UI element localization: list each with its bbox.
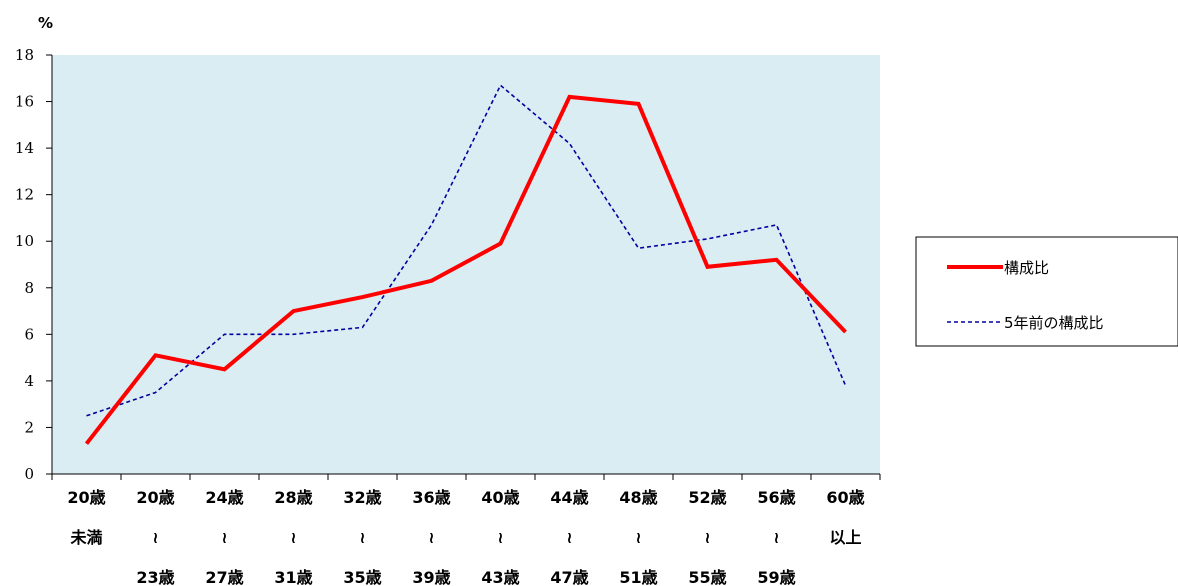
- x-tick-label: 27歳: [205, 568, 243, 586]
- x-tick-label: 40歳: [481, 488, 519, 507]
- x-tick-label: 48歳: [619, 488, 657, 507]
- x-tick-label: 44歳: [550, 488, 588, 507]
- series-line-0: [84, 94, 847, 445]
- legend-label-1: 5年前の構成比: [1004, 314, 1104, 332]
- y-axis-label: %: [38, 14, 53, 32]
- x-tick-label: 51歳: [619, 568, 657, 586]
- x-tick-label: ≀: [498, 528, 504, 547]
- x-tick-label: ≀: [636, 528, 642, 547]
- x-tick-label: ≀: [774, 528, 780, 547]
- x-tick-label: 35歳: [343, 568, 381, 586]
- plot-area: [52, 55, 880, 474]
- x-tick-label: 47歳: [550, 568, 588, 586]
- x-tick-label: 43歳: [481, 568, 519, 586]
- legend-label-0: 構成比: [1004, 259, 1049, 277]
- legend: 構成比 5年前の構成比: [915, 236, 1178, 347]
- x-tick-label: ≀: [705, 528, 711, 547]
- x-tick-label: 未満: [69, 528, 102, 547]
- y-tick-label: 6: [24, 325, 34, 343]
- x-tick-label: 28歳: [274, 488, 312, 507]
- x-tick-label: ≀: [360, 528, 366, 547]
- series-layer: [84, 84, 847, 445]
- x-tick-label: 59歳: [757, 568, 795, 586]
- x-tick-label: ≀: [567, 528, 573, 547]
- x-tick-label: 31歳: [274, 568, 312, 586]
- y-tick-label: 8: [24, 279, 34, 297]
- x-tick-label: 以上: [829, 528, 861, 547]
- x-tick-label: ≀: [291, 528, 297, 547]
- x-tick-label: 24歳: [205, 488, 243, 507]
- x-tick-label: 32歳: [343, 488, 381, 507]
- y-tick-label: 12: [15, 186, 34, 204]
- x-tick-label: 39歳: [412, 568, 450, 586]
- x-tick-label: ≀: [222, 528, 228, 547]
- y-tick-label: 10: [15, 232, 34, 250]
- series-line-1: [86, 84, 847, 417]
- x-tick-label: 56歳: [757, 488, 795, 507]
- y-tick-label: 4: [24, 372, 34, 390]
- x-tick-label: 36歳: [412, 488, 450, 507]
- x-tick-label: 60歳: [826, 488, 864, 507]
- x-tick-label: 55歳: [688, 568, 726, 586]
- y-tick-label: 14: [15, 139, 34, 157]
- y-tick-label: 2: [24, 418, 34, 436]
- x-tick-label: 20歳: [136, 488, 174, 507]
- y-tick-label: 16: [15, 93, 34, 111]
- y-tick-label: 18: [15, 46, 34, 64]
- y-axis: 0 2 4 6 8 10 12 14 16 18: [15, 46, 53, 483]
- x-tick-label: ≀: [429, 528, 435, 547]
- x-tick-label: 52歳: [688, 488, 726, 507]
- x-tick-label: 23歳: [136, 568, 174, 586]
- x-tick-label: ≀: [153, 528, 159, 547]
- legend-box: [915, 236, 1178, 347]
- y-tick-label: 0: [24, 465, 34, 483]
- x-tick-label: 20歳: [67, 488, 105, 507]
